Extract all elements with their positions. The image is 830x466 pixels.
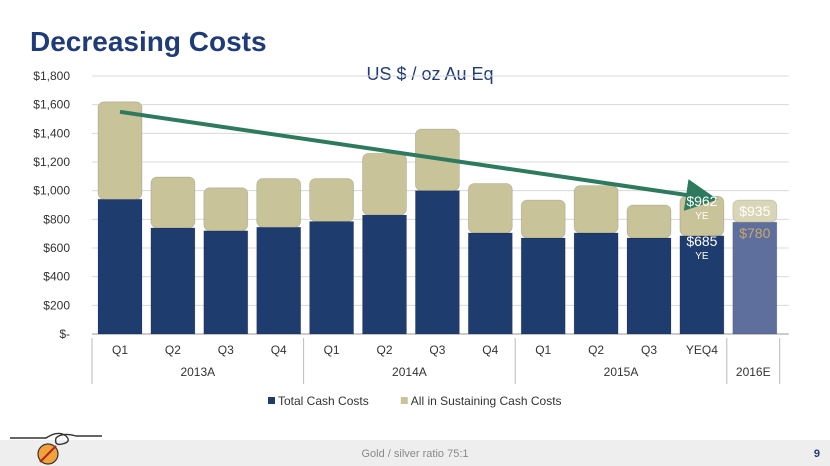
value-annotation: $685 — [686, 233, 717, 249]
group-label: 2014A — [392, 365, 427, 379]
value-annotation-sub: YE — [695, 251, 709, 262]
bar-segment — [97, 198, 143, 335]
y-tick-label: $800 — [43, 212, 70, 226]
bar-segment — [362, 214, 407, 335]
bar-segment — [414, 190, 460, 335]
bar-segment — [150, 176, 196, 229]
x-tick-label: Q3 — [641, 343, 657, 357]
bar-segment — [256, 178, 302, 228]
x-tick-label: YEQ4 — [686, 343, 718, 357]
bar-segment — [520, 199, 566, 239]
bar-segment — [679, 235, 725, 335]
bar-segment — [97, 101, 143, 200]
value-annotation: $962 — [686, 193, 717, 209]
bar-segment — [626, 237, 672, 335]
y-tick-label: $200 — [43, 298, 70, 312]
bar-segment — [626, 204, 672, 239]
legend-label: Total Cash Costs — [278, 394, 369, 408]
bar-segment — [467, 232, 513, 335]
x-tick-label: Q2 — [376, 343, 392, 357]
bar-segment — [256, 226, 302, 335]
group-label: 2015A — [604, 365, 639, 379]
value-annotation: $780 — [739, 225, 770, 241]
chart-title: US $ / oz Au Eq — [366, 64, 493, 84]
slide-title: Decreasing Costs — [30, 26, 267, 57]
bar-segment — [573, 185, 619, 234]
x-tick-label: Q1 — [112, 343, 128, 357]
bar-segment — [732, 221, 778, 335]
page-number: 9 — [813, 448, 820, 460]
x-tick-label: Q1 — [324, 343, 340, 357]
legend-swatch — [268, 397, 275, 404]
bar-segment — [467, 183, 513, 234]
group-label: 2013A — [180, 365, 215, 379]
y-tick-label: $1,400 — [33, 126, 70, 140]
x-tick-label: Q3 — [429, 343, 445, 357]
x-tick-label: Q4 — [482, 343, 498, 357]
x-tick-label: Q2 — [165, 343, 181, 357]
trend-arrow — [119, 109, 718, 211]
group-label: 2016E — [736, 365, 771, 379]
x-tick-label: Q2 — [588, 343, 604, 357]
y-tick-label: $400 — [43, 270, 70, 284]
y-tick-label: $1,200 — [33, 155, 70, 169]
x-tick-label: Q3 — [218, 343, 234, 357]
y-tick-label: $1,800 — [33, 69, 70, 83]
bar-segment — [203, 187, 249, 232]
value-annotation: $935 — [739, 203, 770, 219]
bar-segment — [520, 237, 566, 335]
bar-segment — [203, 230, 249, 335]
x-tick-label: Q4 — [271, 343, 287, 357]
bar-segment — [732, 199, 778, 223]
company-logo — [10, 432, 102, 465]
legend-swatch — [400, 397, 408, 404]
bar-segment — [362, 152, 407, 216]
footer-bar — [0, 440, 830, 466]
y-tick-label: $1,000 — [33, 184, 70, 198]
cost-chart: US $ / oz Au Eq $- $200 $400 $600 $800 $1,000 $… — [33, 64, 789, 408]
y-tick-label: $- — [59, 327, 70, 341]
bar-segment — [573, 232, 619, 335]
legend-label: All in Sustaining Cash Costs — [411, 394, 562, 408]
y-tick-label: $1,600 — [33, 98, 70, 112]
footer-text: Gold / silver ratio 75:1 — [361, 448, 469, 460]
bar-segment — [309, 221, 355, 335]
x-tick-label: Q1 — [535, 343, 551, 357]
bar-segment — [309, 178, 355, 222]
y-tick-label: $600 — [43, 241, 70, 255]
bar-segment — [150, 227, 196, 335]
value-annotation-sub: YE — [695, 211, 709, 222]
